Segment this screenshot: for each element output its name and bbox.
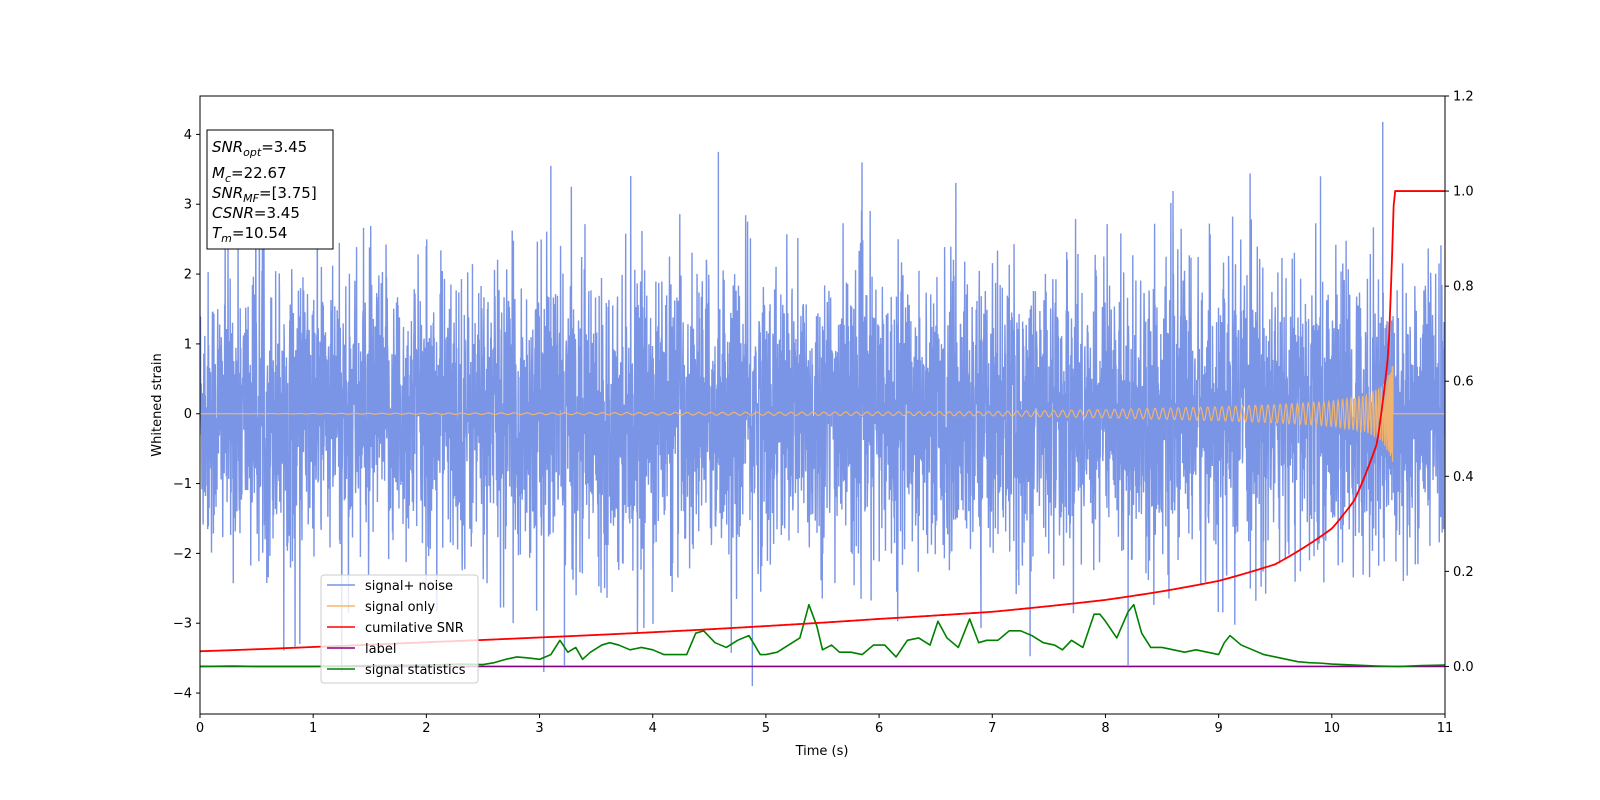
x-tick-label: 11 (1437, 721, 1454, 736)
annotation-csnr: CSNR=3.45 (212, 204, 300, 222)
legend-item-cumulative-snr: cumilative SNR (327, 621, 464, 636)
x-tick-label: 3 (535, 721, 543, 736)
y-tick-label: 0 (184, 407, 192, 422)
y2-tick-label: 1.0 (1453, 185, 1474, 200)
legend: signal+ noise signal only cumilative SNR… (320, 574, 479, 684)
x-tick-label: 6 (875, 721, 883, 736)
svg-text:cumilative SNR: cumilative SNR (365, 621, 464, 636)
x-tick-label: 4 (649, 721, 657, 736)
y-tick-label: 1 (184, 337, 192, 352)
signal-only-series (200, 365, 1445, 462)
y-tick-label: 2 (184, 268, 192, 283)
y-tick-label: −3 (173, 617, 192, 632)
legend-item-label: label (327, 642, 396, 657)
x-tick-label: 10 (1324, 721, 1341, 736)
x-tick-label: 8 (1101, 721, 1109, 736)
annotation-mc: Mc=22.67 (212, 164, 287, 185)
y2-tick-label: 0.4 (1453, 470, 1474, 485)
annotation-snr-mf: SNRMF=[3.75] (212, 184, 317, 205)
signal-plus-noise-series (200, 121, 1445, 687)
signal-statistics-series (200, 603, 1445, 668)
y2-tick-label: 0.0 (1453, 660, 1474, 675)
x-tick-label: 1 (309, 721, 317, 736)
x-axis-ticks: 0 1 2 3 4 5 6 7 8 9 10 11 (196, 714, 1453, 736)
annotation-tm: Tm=10.54 (212, 224, 287, 245)
svg-text:label: label (365, 642, 396, 657)
x-tick-label: 7 (988, 721, 996, 736)
x-tick-label: 0 (196, 721, 204, 736)
y2-tick-label: 0.2 (1453, 565, 1474, 580)
y-tick-label: −1 (173, 477, 192, 492)
svg-text:signal+ noise: signal+ noise (365, 579, 453, 594)
y-axis-ticks: −4 −3 −2 −1 0 1 2 3 4 (173, 128, 200, 702)
x-axis-label: Time (s) (795, 744, 849, 759)
signal-plus-noise-line (200, 121, 1445, 687)
y2-tick-label: 0.6 (1453, 375, 1474, 390)
y2-tick-label: 0.8 (1453, 280, 1474, 295)
y-tick-label: 4 (184, 128, 192, 143)
x-tick-label: 5 (762, 721, 770, 736)
y-tick-label: −4 (173, 687, 192, 702)
annotation-snr-opt: SNRopt=3.45 (212, 138, 307, 159)
legend-item-signal-noise: signal+ noise (327, 579, 453, 594)
x-tick-label: 2 (422, 721, 430, 736)
y-axis-label: Whitened strain (150, 353, 165, 456)
legend-item-signal-statistics: signal statistics (327, 663, 466, 678)
plot-frame (199, 95, 1446, 715)
y2-tick-label: 1.2 (1453, 90, 1474, 105)
legend-item-signal-only: signal only (327, 600, 435, 615)
signal-only-line (200, 365, 1445, 462)
y-tick-label: 3 (184, 198, 192, 213)
svg-text:signal only: signal only (365, 600, 435, 615)
svg-text:signal statistics: signal statistics (365, 663, 466, 678)
annotation-box: SNRopt=3.45 Mc=22.67 SNRMF=[3.75] CSNR=3… (206, 129, 334, 250)
y2-axis-ticks: 0.0 0.2 0.4 0.6 0.8 1.0 1.2 (1445, 90, 1474, 675)
y-tick-label: −2 (173, 547, 192, 562)
signal-statistics-line (200, 603, 1445, 668)
x-tick-label: 9 (1214, 721, 1222, 736)
